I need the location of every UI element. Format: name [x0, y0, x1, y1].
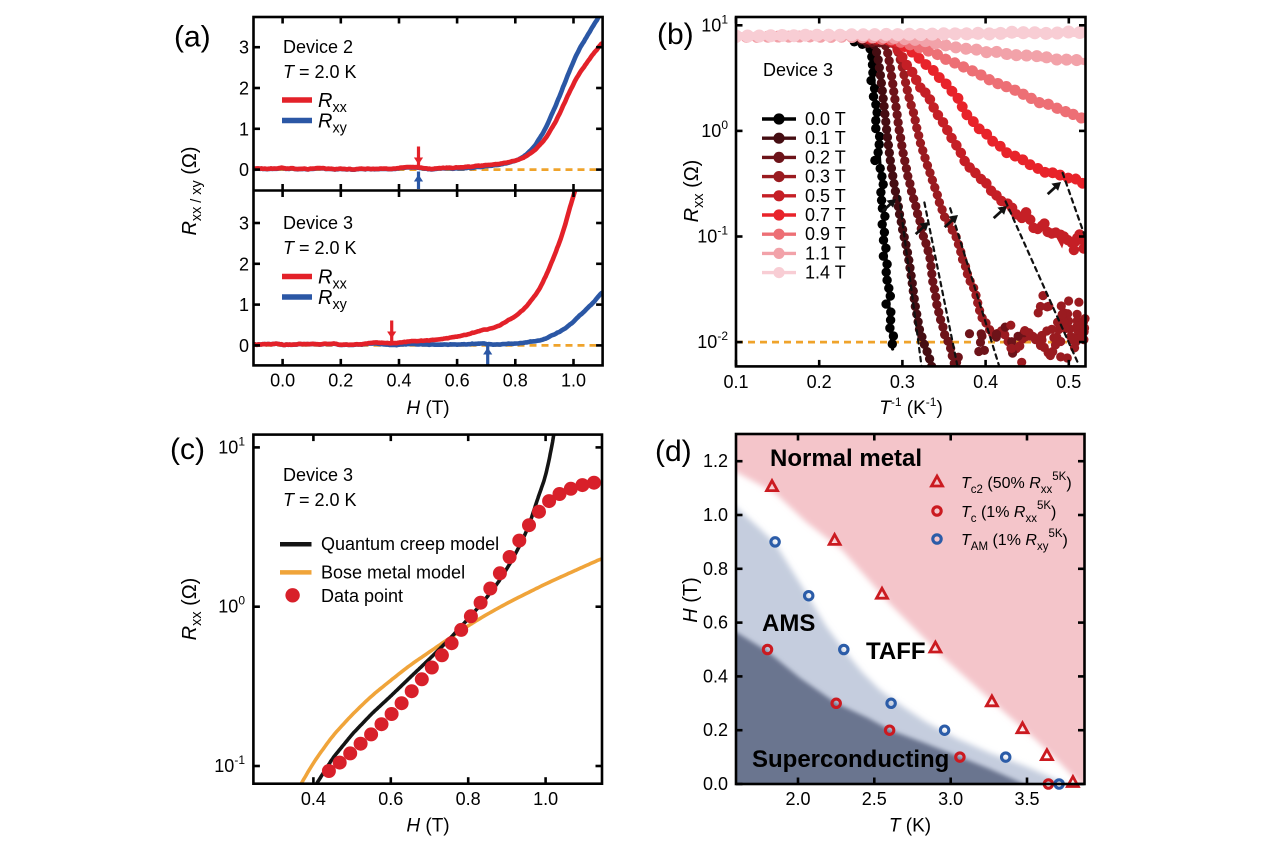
svg-text:Bose metal model: Bose metal model: [321, 562, 465, 582]
svg-text:AMS: AMS: [762, 610, 815, 637]
svg-text:3.5: 3.5: [1014, 789, 1039, 809]
svg-text:0.8: 0.8: [456, 789, 481, 809]
svg-text:TAFF: TAFF: [866, 638, 926, 665]
svg-text:T-1 (K-1): T-1 (K-1): [879, 395, 943, 419]
svg-text:0.4: 0.4: [301, 789, 326, 809]
svg-text:0.1: 0.1: [723, 372, 748, 392]
svg-text:Rxx / xy (Ω): Rxx / xy (Ω): [179, 146, 205, 235]
svg-text:0.4: 0.4: [703, 666, 728, 686]
svg-text:0.4: 0.4: [386, 371, 411, 391]
svg-text:1: 1: [239, 119, 249, 139]
svg-text:0.3 T: 0.3 T: [805, 167, 846, 187]
svg-text:2.5: 2.5: [862, 789, 887, 809]
svg-text:(d): (d): [655, 435, 692, 468]
svg-text:0.7 T: 0.7 T: [805, 205, 846, 225]
svg-text:3: 3: [239, 38, 249, 58]
svg-text:(c): (c): [170, 433, 205, 466]
svg-text:3: 3: [239, 214, 249, 234]
svg-text:Rxx (Ω): Rxx (Ω): [179, 578, 205, 641]
svg-text:1.0: 1.0: [561, 371, 586, 391]
svg-text:Tc (1% Rxx5K): Tc (1% Rxx5K): [961, 500, 1056, 525]
svg-text:1.0: 1.0: [533, 789, 558, 809]
svg-text:1.1 T: 1.1 T: [805, 243, 846, 263]
svg-text:0.2 T: 0.2 T: [805, 147, 846, 167]
svg-text:T (K): T (K): [889, 816, 931, 837]
svg-text:H (T): H (T): [680, 577, 702, 623]
svg-text:0.0 T: 0.0 T: [805, 109, 846, 129]
svg-text:0.4: 0.4: [973, 372, 998, 392]
svg-text:Data point: Data point: [321, 586, 403, 606]
svg-text:0.8: 0.8: [503, 371, 528, 391]
svg-text:0.2: 0.2: [703, 720, 728, 740]
svg-text:0.2: 0.2: [328, 371, 353, 391]
svg-text:10-2: 10-2: [697, 329, 728, 352]
svg-text:0.0: 0.0: [703, 774, 728, 794]
svg-text:100: 100: [218, 594, 245, 617]
svg-text:Tc2 (50% Rxx5K): Tc2 (50% Rxx5K): [961, 471, 1072, 496]
svg-text:0: 0: [239, 336, 249, 356]
svg-text:2: 2: [239, 254, 249, 274]
svg-text:0.2: 0.2: [807, 372, 832, 392]
svg-text:2: 2: [239, 79, 249, 99]
svg-text:1: 1: [239, 295, 249, 315]
svg-text:Rxy: Rxy: [318, 287, 348, 313]
svg-text:100: 100: [701, 118, 728, 141]
svg-text:Superconducting: Superconducting: [752, 746, 949, 773]
svg-text:10-1: 10-1: [214, 753, 245, 776]
svg-text:0.5: 0.5: [1056, 372, 1081, 392]
svg-text:1.4 T: 1.4 T: [805, 263, 846, 283]
svg-text:Device 3: Device 3: [283, 213, 353, 233]
svg-text:0.3: 0.3: [890, 372, 915, 392]
svg-text:0.0: 0.0: [270, 371, 295, 391]
svg-text:(a): (a): [174, 21, 211, 54]
svg-text:2.0: 2.0: [785, 789, 810, 809]
svg-text:0: 0: [239, 160, 249, 180]
svg-text:101: 101: [701, 12, 728, 35]
svg-text:H (T): H (T): [406, 816, 449, 837]
svg-text:Device 2: Device 2: [283, 37, 353, 57]
svg-text:Rxx (Ω): Rxx (Ω): [681, 160, 707, 223]
svg-text:T = 2.0 K: T = 2.0 K: [283, 238, 357, 258]
svg-text:TAM (1% Rxy5K): TAM (1% Rxy5K): [961, 528, 1068, 553]
svg-text:Rxy: Rxy: [318, 111, 348, 137]
svg-text:T = 2.0 K: T = 2.0 K: [283, 62, 357, 82]
svg-text:Device 3: Device 3: [283, 465, 353, 485]
svg-text:101: 101: [218, 434, 245, 457]
svg-text:1.0: 1.0: [703, 505, 728, 525]
svg-text:0.6: 0.6: [703, 613, 728, 633]
svg-text:Normal metal: Normal metal: [770, 445, 922, 472]
svg-text:0.1 T: 0.1 T: [805, 128, 846, 148]
svg-text:Device 3: Device 3: [763, 60, 833, 80]
svg-text:Rxx: Rxx: [318, 267, 348, 293]
svg-text:0.6: 0.6: [378, 789, 403, 809]
svg-text:3.0: 3.0: [938, 789, 963, 809]
svg-text:1.2: 1.2: [703, 451, 728, 471]
svg-text:(b): (b): [657, 18, 694, 51]
svg-text:Quantum creep model: Quantum creep model: [321, 534, 499, 554]
svg-text:Rxx: Rxx: [318, 90, 348, 116]
svg-text:H (T): H (T): [406, 398, 449, 419]
svg-text:T = 2.0 K: T = 2.0 K: [283, 490, 357, 510]
svg-text:0.6: 0.6: [445, 371, 470, 391]
svg-text:0.5 T: 0.5 T: [805, 186, 846, 206]
svg-text:0.9 T: 0.9 T: [805, 224, 846, 244]
svg-text:0.8: 0.8: [703, 559, 728, 579]
svg-text:10-1: 10-1: [697, 224, 728, 247]
